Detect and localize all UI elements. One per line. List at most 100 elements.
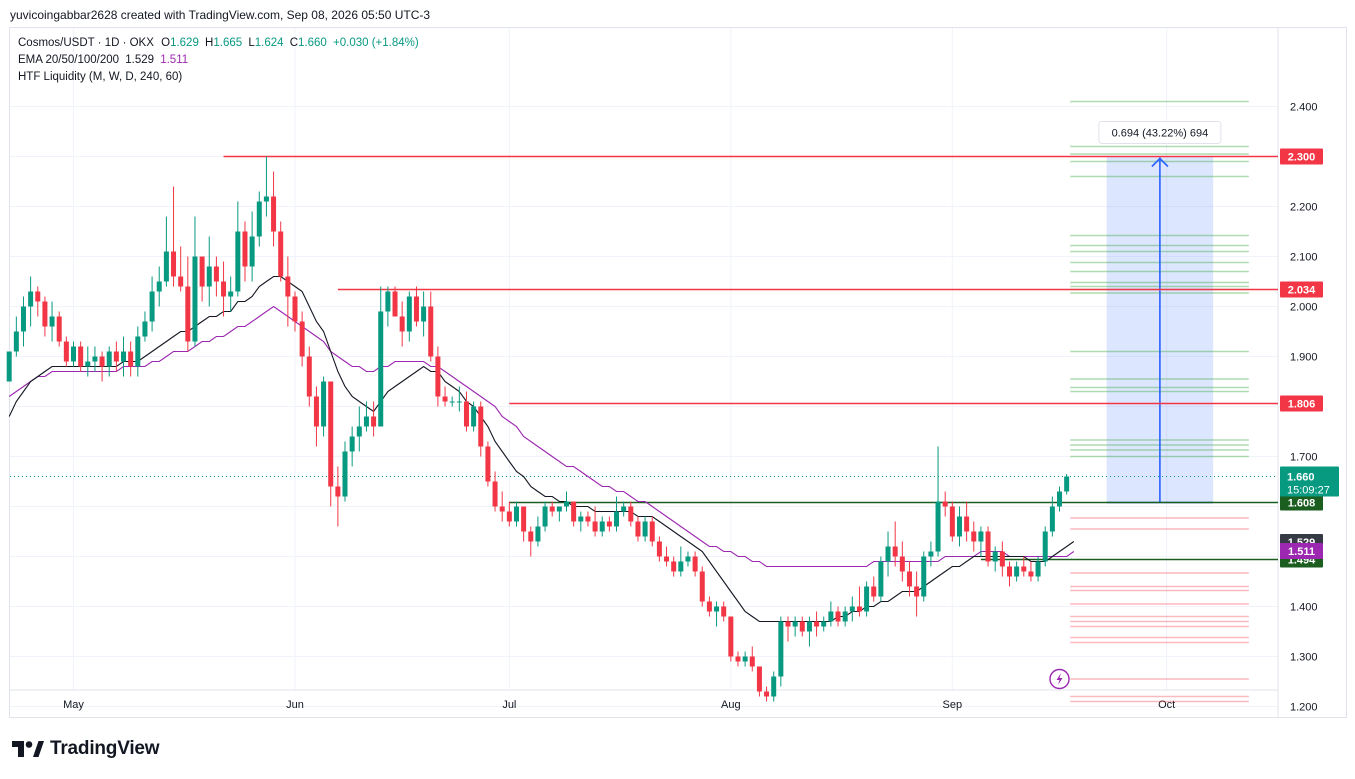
- candle[interactable]: [678, 546, 684, 577]
- candle[interactable]: [785, 616, 791, 642]
- candle[interactable]: [199, 256, 205, 302]
- candle[interactable]: [213, 256, 219, 297]
- candle[interactable]: [599, 516, 605, 537]
- candle[interactable]: [942, 491, 948, 517]
- candle[interactable]: [535, 516, 541, 547]
- candle[interactable]: [471, 401, 477, 432]
- candle[interactable]: [242, 221, 248, 282]
- candle[interactable]: [606, 516, 612, 532]
- candle[interactable]: [185, 256, 191, 352]
- candle[interactable]: [78, 341, 84, 372]
- ema-tag[interactable]: 1.511: [1280, 543, 1323, 559]
- legend-ohlc-row[interactable]: Cosmos/USDT · 1D · OKX O1.629 H1.665 L1.…: [18, 35, 419, 52]
- candle[interactable]: [528, 526, 534, 557]
- candle[interactable]: [821, 616, 827, 632]
- candle[interactable]: [506, 501, 512, 527]
- candle[interactable]: [999, 541, 1005, 577]
- candle[interactable]: [421, 291, 427, 337]
- candle[interactable]: [56, 311, 62, 347]
- candle[interactable]: [571, 501, 577, 527]
- candle[interactable]: [685, 551, 691, 567]
- candle[interactable]: [349, 426, 355, 467]
- candle[interactable]: [385, 286, 391, 327]
- candle[interactable]: [221, 261, 227, 317]
- candle[interactable]: [706, 596, 712, 617]
- candle[interactable]: [371, 401, 377, 437]
- candle[interactable]: [792, 616, 798, 637]
- candle[interactable]: [13, 316, 19, 357]
- candle[interactable]: [149, 276, 155, 332]
- candle[interactable]: [621, 501, 627, 517]
- candle[interactable]: [306, 346, 312, 407]
- candle[interactable]: [435, 346, 441, 407]
- candle[interactable]: [828, 601, 834, 627]
- candle[interactable]: [142, 311, 148, 342]
- candle[interactable]: [442, 386, 448, 407]
- candle[interactable]: [849, 596, 855, 622]
- candle[interactable]: [964, 501, 970, 542]
- candle[interactable]: [299, 311, 305, 367]
- candle[interactable]: [206, 236, 212, 307]
- candle[interactable]: [949, 501, 955, 542]
- candle[interactable]: [992, 546, 998, 572]
- candle[interactable]: [1006, 561, 1012, 587]
- candle[interactable]: [521, 506, 527, 542]
- candle[interactable]: [628, 501, 634, 527]
- candle[interactable]: [49, 301, 55, 342]
- candle[interactable]: [614, 496, 620, 532]
- candle[interactable]: [871, 576, 877, 602]
- candle[interactable]: [128, 341, 134, 377]
- candle[interactable]: [542, 501, 548, 532]
- candle[interactable]: [235, 201, 241, 297]
- resistance-tag[interactable]: 1.806: [1280, 395, 1323, 412]
- candle[interactable]: [714, 601, 720, 627]
- candle[interactable]: [806, 616, 812, 647]
- candle[interactable]: [892, 521, 898, 567]
- candle[interactable]: [171, 186, 177, 287]
- candle[interactable]: [413, 286, 419, 327]
- candle[interactable]: [20, 296, 26, 347]
- candle[interactable]: [399, 301, 405, 347]
- candle[interactable]: [814, 611, 820, 637]
- candle[interactable]: [985, 526, 991, 567]
- candle[interactable]: [971, 521, 977, 552]
- candle[interactable]: [956, 506, 962, 547]
- candle[interactable]: [864, 581, 870, 617]
- candle[interactable]: [313, 386, 319, 447]
- candle[interactable]: [135, 326, 141, 377]
- tradingview-logo[interactable]: TradingView: [12, 738, 160, 760]
- candle[interactable]: [856, 586, 862, 617]
- candle[interactable]: [63, 336, 69, 367]
- candle[interactable]: [356, 406, 362, 452]
- candle[interactable]: [1049, 496, 1055, 537]
- candle[interactable]: [428, 291, 434, 362]
- candle[interactable]: [92, 346, 98, 372]
- candle[interactable]: [99, 351, 105, 382]
- candle[interactable]: [656, 536, 662, 562]
- candle[interactable]: [1042, 526, 1048, 567]
- candle[interactable]: [263, 156, 269, 217]
- legend-ema-row[interactable]: EMA 20/50/100/200 1.529 1.511: [18, 52, 419, 69]
- candle[interactable]: [564, 491, 570, 512]
- candle[interactable]: [156, 266, 162, 307]
- candle[interactable]: [1057, 486, 1063, 512]
- candle[interactable]: [285, 256, 291, 327]
- candle[interactable]: [878, 556, 884, 602]
- candle[interactable]: [1035, 556, 1041, 582]
- candle[interactable]: [478, 401, 484, 457]
- candle[interactable]: [192, 216, 198, 347]
- candle[interactable]: [914, 571, 920, 617]
- candle[interactable]: [492, 471, 498, 512]
- candle[interactable]: [978, 526, 984, 557]
- candle[interactable]: [363, 401, 369, 432]
- candle[interactable]: [549, 501, 555, 517]
- candle[interactable]: [728, 616, 734, 662]
- candle[interactable]: [735, 651, 741, 667]
- candle[interactable]: [113, 341, 119, 372]
- candles[interactable]: [6, 156, 1070, 702]
- candle[interactable]: [6, 351, 12, 382]
- resistance-tag[interactable]: 2.034: [1280, 281, 1323, 298]
- candle[interactable]: [885, 531, 891, 577]
